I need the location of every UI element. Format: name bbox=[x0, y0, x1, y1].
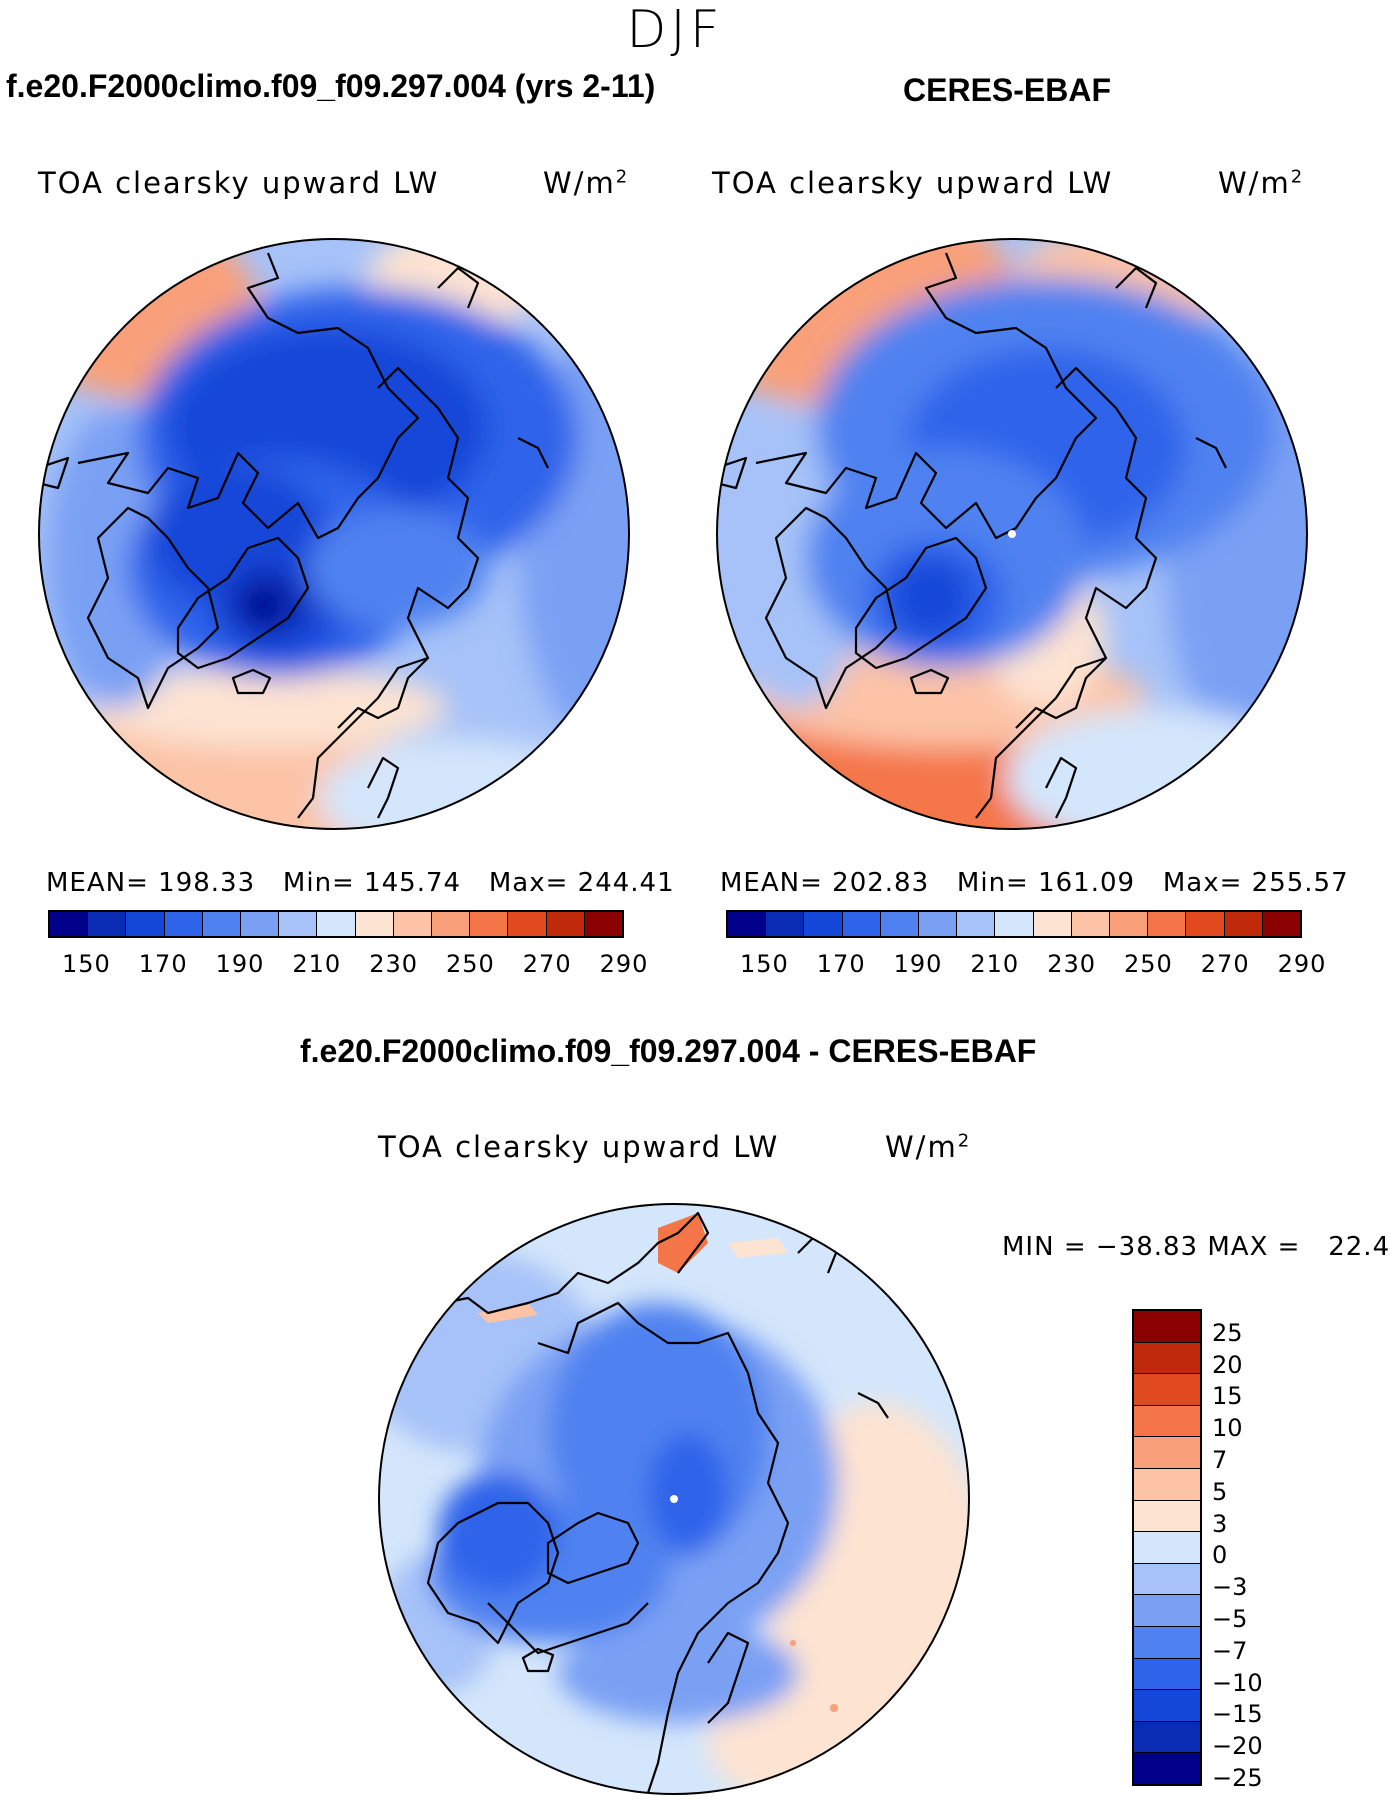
obs-colorbar-tick-label: 270 bbox=[1200, 950, 1250, 978]
obs-colorbar-tick-label: 210 bbox=[970, 950, 1020, 978]
obs-colorbar-swatch bbox=[1224, 912, 1263, 936]
diff-colorbar-tick-label: −25 bbox=[1212, 1764, 1263, 1793]
diff-colorbar-tick-label: −20 bbox=[1212, 1732, 1263, 1761]
obs-colorbar-swatch bbox=[1033, 912, 1072, 936]
obs-colorbar-swatch bbox=[842, 912, 881, 936]
diff-colorbar-swatch bbox=[1134, 1563, 1200, 1596]
diff-colorbar-swatch bbox=[1134, 1658, 1200, 1691]
season-title: DJF bbox=[626, 0, 724, 60]
diff-colorbar-swatch bbox=[1134, 1595, 1200, 1627]
model-colorbar-swatch bbox=[508, 912, 547, 936]
diff-colorbar-tick-label: −15 bbox=[1212, 1700, 1263, 1729]
model-colorbar-tick-label: 170 bbox=[138, 950, 188, 978]
model-colorbar-swatch bbox=[241, 912, 280, 936]
diff-colorbar-tick-label: 25 bbox=[1212, 1318, 1243, 1347]
model-field-label: TOA clearsky upward LW bbox=[38, 166, 440, 200]
diff-colorbar-swatch bbox=[1134, 1626, 1200, 1659]
obs-colorbar-swatch bbox=[1110, 912, 1149, 936]
model-colorbar-swatch bbox=[88, 912, 127, 936]
diff-colorbar-tick-label: 10 bbox=[1212, 1414, 1243, 1443]
diff-colorbar-tick-label: −3 bbox=[1212, 1573, 1248, 1602]
diff-colorbar-swatch bbox=[1134, 1721, 1200, 1754]
diff-field-label: TOA clearsky upward LW bbox=[378, 1130, 780, 1164]
obs-colorbar-swatch bbox=[1071, 912, 1111, 936]
model-colorbar-tick-label: 230 bbox=[369, 950, 418, 978]
model-colorbar bbox=[48, 910, 624, 938]
obs-colorbar-swatch bbox=[1262, 912, 1301, 936]
model-colorbar-swatch bbox=[126, 912, 165, 936]
diff-colorbar-ticks: 25 20 15 10 7 5 3 0 −3 −5 −7 −10 −15 −20 −25 bbox=[1212, 1309, 1282, 1792]
obs-polar-map bbox=[716, 238, 1308, 830]
obs-colorbar-swatch bbox=[1186, 912, 1225, 936]
model-stats: MEAN= 198.33 Min= 145.74 Max= 244.41 bbox=[46, 868, 675, 898]
diff-colorbar-swatch bbox=[1134, 1753, 1200, 1784]
obs-colorbar bbox=[726, 910, 1302, 938]
diff-colorbar-tick-label: 5 bbox=[1212, 1477, 1228, 1506]
model-colorbar-swatch bbox=[164, 912, 203, 936]
obs-colorbar-swatch bbox=[804, 912, 843, 936]
model-colorbar-swatch bbox=[584, 912, 623, 936]
diff-colorbar-swatch bbox=[1134, 1311, 1200, 1343]
diff-colorbar-tick-label: −5 bbox=[1212, 1605, 1248, 1634]
diff-units: W/m2 bbox=[885, 1130, 972, 1164]
model-colorbar-tick-label: 150 bbox=[61, 950, 111, 978]
model-colorbar-tick-label: 210 bbox=[292, 950, 342, 978]
model-colorbar-swatch bbox=[50, 912, 89, 936]
model-colorbar-swatch bbox=[470, 912, 509, 936]
obs-colorbar-tick-label: 230 bbox=[1047, 950, 1096, 978]
diff-colorbar-tick-label: −10 bbox=[1212, 1668, 1263, 1697]
diff-colorbar-swatch bbox=[1134, 1500, 1200, 1533]
obs-colorbar-swatch bbox=[880, 912, 920, 936]
diff-colorbar-swatch bbox=[1134, 1468, 1200, 1501]
diff-colorbar bbox=[1132, 1309, 1202, 1786]
obs-stats: MEAN= 202.83 Min= 161.09 Max= 255.57 bbox=[720, 868, 1349, 898]
diff-polar-map bbox=[378, 1203, 970, 1795]
diff-colorbar-swatch bbox=[1134, 1374, 1200, 1406]
diff-colorbar-tick-label: 0 bbox=[1212, 1541, 1228, 1570]
obs-colorbar-swatch bbox=[957, 912, 996, 936]
obs-colorbar-swatch bbox=[728, 912, 767, 936]
model-colorbar-tick-label: 190 bbox=[215, 950, 265, 978]
diff-colorbar-tick-label: −7 bbox=[1212, 1636, 1248, 1665]
obs-colorbar-swatch bbox=[1148, 912, 1187, 936]
model-units: W/m2 bbox=[543, 166, 630, 200]
obs-colorbar-tick-label: 250 bbox=[1123, 950, 1173, 978]
diff-stats: MIN = −38.83 MAX = 22.45 bbox=[1002, 1232, 1392, 1262]
obs-colorbar-tick-label: 190 bbox=[893, 950, 943, 978]
model-colorbar-tick-label: 270 bbox=[522, 950, 572, 978]
model-colorbar-swatch bbox=[393, 912, 433, 936]
model-polar-map bbox=[38, 238, 630, 830]
model-colorbar-swatch bbox=[546, 912, 585, 936]
model-colorbar-swatch bbox=[317, 912, 356, 936]
obs-units: W/m2 bbox=[1218, 166, 1305, 200]
model-colorbar-tick-label: 250 bbox=[445, 950, 495, 978]
obs-colorbar-tick-label: 290 bbox=[1277, 950, 1327, 978]
diff-colorbar-swatch bbox=[1134, 1532, 1200, 1564]
diff-colorbar-swatch bbox=[1134, 1437, 1200, 1469]
obs-panel-title: CERES-EBAF bbox=[903, 72, 1112, 108]
diff-colorbar-tick-label: 15 bbox=[1212, 1382, 1243, 1411]
obs-colorbar-tick-label: 170 bbox=[816, 950, 866, 978]
model-colorbar-swatch bbox=[355, 912, 394, 936]
diff-colorbar-swatch bbox=[1134, 1342, 1200, 1375]
model-colorbar-tick-label: 290 bbox=[599, 950, 649, 978]
model-panel-title: f.e20.F2000climo.f09_f09.297.004 (yrs 2-… bbox=[6, 68, 656, 104]
diff-colorbar-swatch bbox=[1134, 1405, 1200, 1438]
model-colorbar-swatch bbox=[202, 912, 242, 936]
obs-colorbar-tick-label: 150 bbox=[739, 950, 789, 978]
diff-colorbar-tick-label: 3 bbox=[1212, 1509, 1228, 1538]
obs-colorbar-swatch bbox=[995, 912, 1034, 936]
model-colorbar-swatch bbox=[279, 912, 318, 936]
obs-colorbar-swatch bbox=[919, 912, 958, 936]
diff-panel-title: f.e20.F2000climo.f09_f09.297.004 - CERES… bbox=[300, 1033, 1037, 1069]
diff-colorbar-tick-label: 7 bbox=[1212, 1446, 1228, 1475]
diff-colorbar-tick-label: 20 bbox=[1212, 1350, 1243, 1379]
diff-colorbar-swatch bbox=[1134, 1690, 1200, 1722]
obs-field-label: TOA clearsky upward LW bbox=[712, 166, 1114, 200]
model-colorbar-swatch bbox=[432, 912, 471, 936]
obs-colorbar-swatch bbox=[766, 912, 805, 936]
